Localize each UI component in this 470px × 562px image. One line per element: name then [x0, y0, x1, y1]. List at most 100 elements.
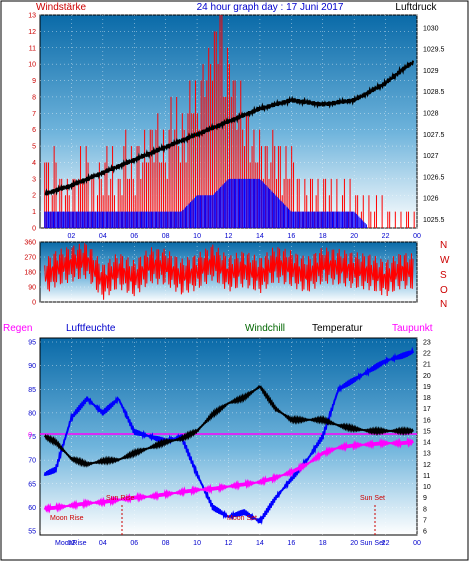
- wind-tick-label: 10: [28, 62, 36, 69]
- humidity-tick-label: 60: [28, 505, 36, 512]
- pressure-tick-label: 1028.5: [423, 89, 445, 96]
- compass-labels: N W S O N: [440, 240, 450, 310]
- temperature-tick-label: 12: [423, 462, 431, 469]
- wind-direction-axis: 0 90 180 270 360: [24, 240, 36, 307]
- time-tick-label: 10: [193, 233, 201, 240]
- temperature-tick-label: 16: [423, 417, 431, 424]
- humidity-tick-label: 90: [28, 363, 36, 370]
- pressure-label: Luftdruck: [395, 2, 437, 13]
- direction-tick-label: 90: [28, 285, 36, 292]
- time-tick-label: 16: [287, 233, 295, 240]
- moonset-label: Moon Set: [227, 515, 257, 522]
- humidity-tick-label: 75: [28, 434, 36, 441]
- direction-tick-label: 270: [24, 255, 36, 262]
- wind-strength-label: Windstärke: [36, 2, 86, 13]
- temperature-tick-label: 20: [423, 373, 431, 380]
- time-tick-label: 20: [350, 233, 358, 240]
- wind-tick-label: 4: [32, 160, 36, 167]
- time-tick-label-bottom: 00: [413, 540, 421, 547]
- time-tick-label-bottom: 06: [130, 540, 138, 547]
- temperature-axis: 6 7 8 9 10 11 12 13 14 15 16 17 18 19 20 21 22 23: [423, 340, 431, 536]
- humidity-line: [43, 346, 415, 525]
- sunrise-label: Sun Rise: [106, 495, 135, 502]
- temperature-tick-label: 10: [423, 484, 431, 491]
- wind-tick-label: 5: [32, 144, 36, 151]
- wind-tick-label: 12: [28, 29, 36, 36]
- pressure-tick-label: 1026.5: [423, 174, 445, 181]
- legend-temperatur: Temperatur: [312, 323, 363, 334]
- direction-tick-label: 360: [24, 240, 36, 247]
- temperature-tick-label: 23: [423, 340, 431, 347]
- temperature-tick-label: 22: [423, 351, 431, 358]
- wind-tick-label: 3: [32, 176, 36, 183]
- legend-taupunkt: Taupunkt: [392, 323, 433, 334]
- wind-tick-label: 8: [32, 94, 36, 101]
- moonrise-axis-label: MoonRise: [55, 540, 87, 547]
- temperature-tick-label: 13: [423, 451, 431, 458]
- pressure-axis: 1025.5 1026 1026.5 1027 1027.5 1028 1028.5 1029…: [423, 25, 445, 224]
- time-tick-label: 18: [319, 233, 327, 240]
- pressure-tick-label: 1027.5: [423, 132, 445, 139]
- wind-tick-label: 1: [32, 209, 36, 216]
- temperature-tick-label: 21: [423, 362, 431, 369]
- temperature-tick-label: 18: [423, 395, 431, 402]
- rain-zero-label: 0: [28, 432, 32, 439]
- time-axis-bottom: 02 04 06 08 10 12 14 16 18 20 22 00: [68, 540, 421, 547]
- time-tick-label-bottom: 02: [68, 540, 76, 547]
- time-tick-label: 22: [382, 233, 390, 240]
- temperature-tick-label: 15: [423, 428, 431, 435]
- wind-tick-label: 7: [32, 111, 36, 118]
- humidity-tick-label: 55: [28, 529, 36, 536]
- wind-tick-label: 2: [32, 193, 36, 200]
- time-tick-label-bottom: 16: [287, 540, 295, 547]
- time-tick-label-bottom: 12: [225, 540, 233, 547]
- temperature-tick-label: 17: [423, 406, 431, 413]
- time-tick-label-bottom: 10: [193, 540, 201, 547]
- time-tick-label: 02: [68, 233, 76, 240]
- pressure-tick-label: 1026: [423, 196, 439, 203]
- time-tick-label: 14: [256, 233, 264, 240]
- humidity-tick-label: 65: [28, 481, 36, 488]
- dewpoint-line: [43, 437, 414, 514]
- direction-tick-label: 0: [32, 300, 36, 307]
- time-tick-label-bottom: 14: [256, 540, 264, 547]
- legend-regen: Regen: [3, 323, 32, 334]
- gust-bars: [44, 178, 367, 228]
- time-tick-label-bottom: 22: [382, 540, 390, 547]
- chart-title: 24 hour graph day : 17 Juni 2017: [197, 2, 344, 13]
- wind-tick-label: 13: [28, 13, 36, 20]
- pressure-tick-label: 1029: [423, 68, 439, 75]
- time-tick-label: 06: [130, 233, 138, 240]
- legend-windchill: Windchill: [245, 323, 285, 334]
- temperature-tick-label: 6: [423, 529, 427, 536]
- pressure-tick-label: 1030: [423, 25, 439, 32]
- compass-s: S: [440, 270, 447, 281]
- temperature-tick-label: 8: [423, 506, 427, 513]
- humidity-tick-label: 80: [28, 410, 36, 417]
- sunset-axis-label: Sun Set: [360, 540, 385, 547]
- temperature-tick-label: 7: [423, 517, 427, 524]
- time-tick-label: 12: [225, 233, 233, 240]
- moonrise-label: Moon Rise: [50, 515, 84, 522]
- compass-w: W: [440, 255, 450, 266]
- compass-o: O: [440, 285, 448, 296]
- sunset-label: Sun Set: [360, 495, 385, 502]
- time-tick-label: 04: [99, 233, 107, 240]
- temperature-tick-label: 9: [423, 495, 427, 502]
- wind-direction-line: [44, 243, 414, 300]
- humidity-tick-label: 70: [28, 458, 36, 465]
- direction-tick-label: 180: [24, 270, 36, 277]
- compass-n-top: N: [440, 240, 447, 251]
- wind-tick-label: 9: [32, 78, 36, 85]
- pressure-tick-label: 1028: [423, 110, 439, 117]
- temperature-line: [43, 384, 414, 468]
- humidity-axis: 55 60 65 70 75 80 85 90 95: [28, 340, 36, 536]
- wind-tick-label: 11: [29, 45, 36, 52]
- humidity-tick-label: 85: [28, 387, 36, 394]
- temp-humidity-grid: [40, 338, 418, 535]
- time-axis-top: 02 04 06 08 10 12 14 16 18 20 22 00: [68, 233, 421, 240]
- pressure-tick-label: 1025.5: [423, 217, 445, 224]
